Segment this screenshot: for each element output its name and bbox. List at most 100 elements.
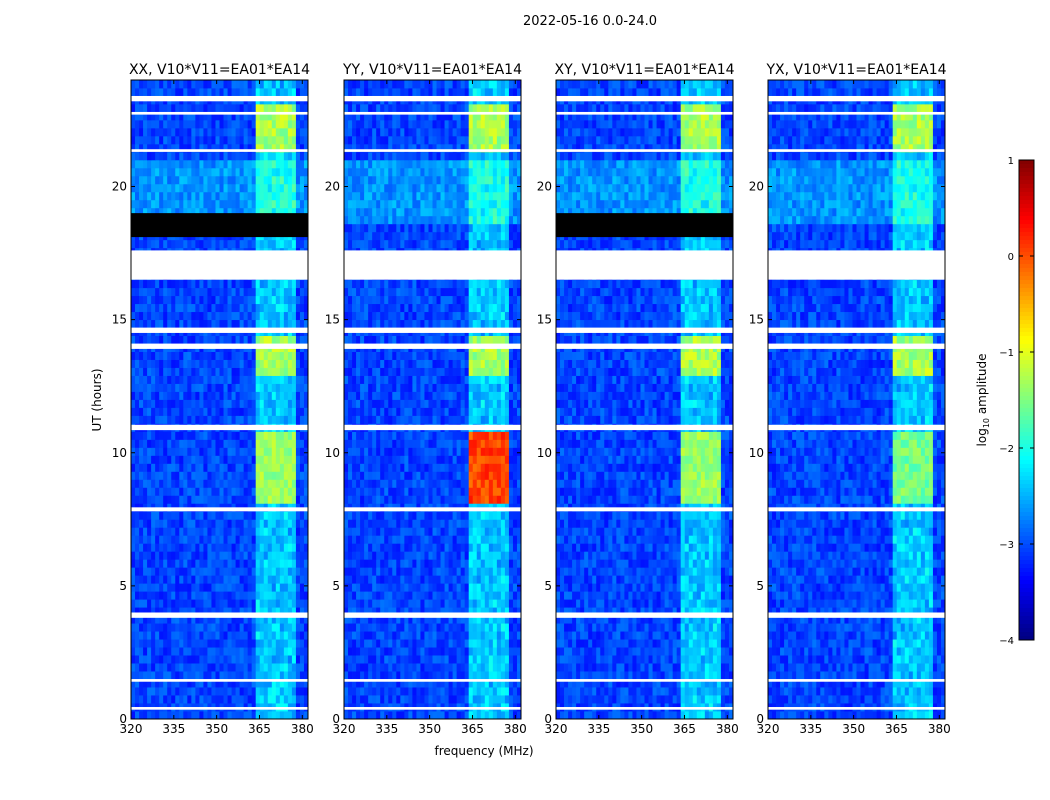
colorbar-frame [1018, 159, 1035, 641]
panel-xy: XY, V10*V11=EA01*EA14 320 335 350 365 380 0 5 10… [537, 62, 739, 736]
flagged-row [344, 507, 521, 512]
axes-frame [555, 79, 734, 720]
x-tick-label: 380 [504, 722, 527, 736]
y-tick-label: 5 [756, 579, 764, 593]
flagged-row [131, 612, 308, 618]
panel-yx: YX, V10*V11=EA01*EA14 320 335 350 365 380 0 5 10… [749, 62, 951, 736]
flagged-row [768, 612, 945, 618]
flagged-row [344, 343, 521, 349]
panel-title: XY, V10*V11=EA01*EA14 [554, 62, 734, 78]
flagged-row [768, 507, 945, 512]
flagged-row [344, 424, 521, 431]
heatmap-image [556, 80, 734, 720]
x-tick-label: 380 [716, 722, 739, 736]
x-tick-label: 335 [375, 722, 398, 736]
x-tick-label: 365 [248, 722, 271, 736]
y-tick-label: 15 [112, 313, 127, 327]
axes-frame [343, 79, 522, 720]
flagged-row [768, 111, 945, 115]
heatmap-image [768, 80, 946, 720]
flagged-row [768, 424, 945, 431]
y-tick-label: 0 [756, 712, 764, 726]
panel-yy: YY, V10*V11=EA01*EA14 320 335 350 365 380 0 5 10… [325, 62, 527, 736]
flagged-row [556, 343, 733, 349]
flagged-row [131, 327, 308, 333]
y-tick-label: 20 [537, 180, 552, 194]
flagged-block [556, 213, 733, 238]
flagged-row [131, 424, 308, 431]
y-tick-label: 10 [749, 446, 764, 460]
y-tick-label: 0 [544, 712, 552, 726]
flagged-row [768, 679, 945, 682]
flagged-row [768, 149, 945, 152]
panel-title: XX, V10*V11=EA01*EA14 [129, 62, 310, 78]
x-tick-label: 320 [545, 722, 568, 736]
colorbar: 1 0 −1 −2 −3 −4 log10 amplitude [975, 156, 1035, 647]
y-tick-label: 0 [119, 712, 127, 726]
colorbar-label: log10 amplitude [975, 354, 991, 447]
x-tick-label: 350 [630, 722, 653, 736]
flagged-row [768, 327, 945, 333]
flagged-row [344, 327, 521, 333]
flagged-row [768, 95, 945, 102]
colorbar-tick-label: −3 [999, 540, 1014, 551]
flagged-row [131, 95, 308, 102]
colorbar-tick-label: −1 [999, 348, 1014, 359]
x-tick-label: 365 [673, 722, 696, 736]
flagged-row [344, 95, 521, 102]
y-tick-label: 10 [112, 446, 127, 460]
y-tick-label: 20 [749, 180, 764, 194]
x-tick-label: 335 [587, 722, 610, 736]
flagged-row [131, 250, 308, 280]
flagged-row [131, 679, 308, 682]
panel-title: YX, V10*V11=EA01*EA14 [765, 62, 946, 78]
flagged-block [131, 213, 308, 238]
flagged-row [768, 707, 945, 710]
y-tick-label: 15 [325, 313, 340, 327]
panel-title: YY, V10*V11=EA01*EA14 [342, 62, 522, 78]
y-tick-label: 10 [325, 446, 340, 460]
flagged-row [131, 149, 308, 152]
x-tick-label: 350 [418, 722, 441, 736]
y-tick-label: 10 [537, 446, 552, 460]
y-axis-label: UT (hours) [90, 368, 104, 431]
flagged-row [556, 707, 733, 710]
x-axis-label: frequency (MHz) [434, 744, 533, 758]
colorbar-tick-label: 1 [1008, 156, 1014, 167]
flagged-row [131, 111, 308, 115]
y-tick-label: 20 [112, 180, 127, 194]
x-tick-label: 380 [928, 722, 951, 736]
figure-suptitle: 2022-05-16 0.0-24.0 [523, 14, 657, 29]
y-tick-label: 15 [537, 313, 552, 327]
panel-xx: XX, V10*V11=EA01*EA14 320 335 350 365 380 0 5 10… [112, 62, 314, 736]
colorbar-tick-label: −2 [999, 444, 1014, 455]
x-tick-label: 350 [842, 722, 865, 736]
flagged-row [556, 95, 733, 102]
x-tick-label: 320 [333, 722, 356, 736]
x-tick-label: 350 [205, 722, 228, 736]
colorbar-tick-label: −4 [999, 636, 1014, 647]
flagged-row [556, 327, 733, 333]
flagged-row [556, 612, 733, 618]
flagged-row [131, 707, 308, 710]
flagged-row [768, 250, 945, 280]
flagged-row [556, 679, 733, 682]
flagged-row [344, 707, 521, 710]
axes-frame [130, 79, 309, 720]
flagged-row [131, 343, 308, 349]
heatmap-image [344, 80, 522, 720]
colorbar-tick-label: 0 [1008, 252, 1014, 263]
x-tick-label: 380 [291, 722, 314, 736]
flagged-row [344, 250, 521, 280]
flagged-row [556, 424, 733, 431]
axes-frame [767, 79, 946, 720]
x-tick-label: 365 [885, 722, 908, 736]
flagged-row [768, 343, 945, 349]
flagged-row [344, 111, 521, 115]
y-tick-label: 5 [332, 579, 340, 593]
y-tick-label: 20 [325, 180, 340, 194]
flagged-row [556, 507, 733, 512]
y-tick-label: 15 [749, 313, 764, 327]
flagged-row [556, 149, 733, 152]
